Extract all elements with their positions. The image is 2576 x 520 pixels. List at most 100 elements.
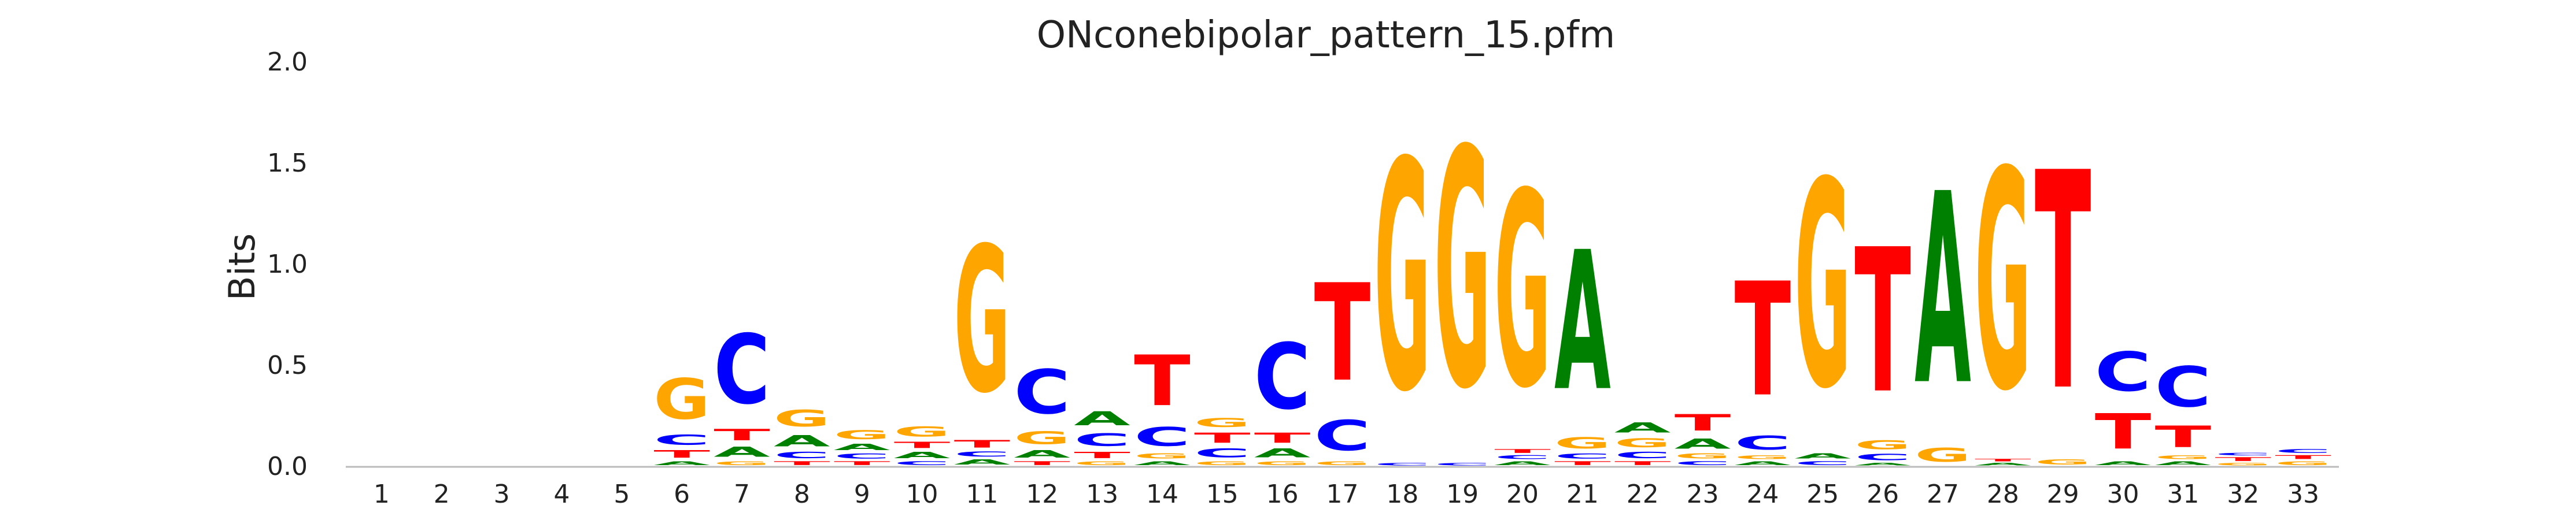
x-tick-label: 31 <box>2167 480 2199 509</box>
logo-letter-G: G <box>1735 454 1791 460</box>
x-tick-label: 6 <box>674 480 690 509</box>
logo-letter-C: C <box>653 432 710 448</box>
logo-letter-T: T <box>834 460 890 466</box>
x-tick-label: 23 <box>1687 480 1719 509</box>
logo-letter-T: T <box>653 448 710 460</box>
logo-letter-T: T <box>774 460 830 466</box>
x-tick-label: 5 <box>613 480 630 509</box>
logo-letter-A: A <box>714 444 770 460</box>
logo-letter-C: C <box>714 315 770 426</box>
logo-letter-G: G <box>834 428 890 442</box>
y-tick-label: 0.5 <box>267 351 308 380</box>
logo-letter-C: C <box>834 452 890 460</box>
logo-letter-T: T <box>1314 256 1371 411</box>
logo-letter-A: A <box>834 442 890 452</box>
logo-letter-G: G <box>954 205 1011 437</box>
logo-letter-A: A <box>1735 460 1791 466</box>
logo-letter-C: C <box>1675 460 1731 466</box>
logo-letter-C: C <box>1314 412 1371 460</box>
logo-letter-G: G <box>1975 107 2031 457</box>
logo-letter-T: T <box>1614 460 1671 466</box>
x-tick-label: 32 <box>2227 480 2259 509</box>
logo-letter-T: T <box>1675 410 1731 436</box>
logo-letter-T: T <box>1854 206 1911 437</box>
logo-letter-G: G <box>2155 454 2212 460</box>
logo-letter-T: T <box>714 426 770 444</box>
logo-letter-G: G <box>1074 460 1130 466</box>
x-tick-label: 10 <box>906 480 938 509</box>
logo-letter-G: G <box>1014 428 1070 448</box>
logo-letter-T: T <box>1194 430 1251 446</box>
logo-letter-A: A <box>1975 462 2031 466</box>
y-tick-label: 2.0 <box>267 47 308 77</box>
x-tick-label: 27 <box>1927 480 1959 509</box>
y-axis: 0.0 0.5 1.0 1.5 2.0 <box>267 47 308 481</box>
logo-letter-C: C <box>2095 341 2152 404</box>
logo-stacks: ATCGGATCTCAGTCAGCATGACTGTAGCGTCAAGCTGCTG… <box>653 81 2331 466</box>
x-tick-label: 2 <box>434 480 450 509</box>
logo-letter-A: A <box>954 458 1011 466</box>
logo-letter-T: T <box>2155 420 2212 454</box>
logo-letter-T: T <box>1975 458 2031 462</box>
logo-letter-A: A <box>653 460 710 466</box>
x-tick-label: 11 <box>966 480 998 509</box>
logo-letter-G: G <box>1434 81 1491 461</box>
logo-letter-A: A <box>1794 452 1851 460</box>
logo-letter-A: A <box>1134 460 1191 466</box>
logo-letter-C: C <box>1074 430 1130 450</box>
logo-letter-A: A <box>1254 446 1311 460</box>
x-tick-label: 4 <box>553 480 570 509</box>
logo-letter-T: T <box>2035 110 2091 458</box>
logo-letter-C: C <box>2275 448 2331 454</box>
logo-letter-A: A <box>1074 407 1130 430</box>
logo-letter-T: T <box>894 440 951 450</box>
logo-letter-C: C <box>774 450 830 460</box>
x-tick-label: 21 <box>1566 480 1599 509</box>
logo-letter-C: C <box>1854 452 1911 462</box>
logo-letter-C: C <box>1614 450 1671 460</box>
logo-letter-G: G <box>1675 452 1731 460</box>
logo-letter-A: A <box>1675 436 1731 452</box>
logo-letter-G: G <box>2035 458 2091 466</box>
logo-letter-A: A <box>1614 420 1671 436</box>
logo-letter-C: C <box>1254 325 1311 430</box>
x-tick-label: 14 <box>1146 480 1178 509</box>
x-tick-label: 19 <box>1446 480 1479 509</box>
logo-letter-G: G <box>894 424 951 440</box>
x-tick-label: 20 <box>1506 480 1539 509</box>
x-tick-label: 3 <box>494 480 510 509</box>
x-tick-label: 30 <box>2107 480 2139 509</box>
logo-letter-C: C <box>1735 432 1791 454</box>
logo-letter-C: C <box>1494 454 1551 460</box>
logo-letter-A: A <box>2095 460 2152 466</box>
logo-letter-A: A <box>774 432 830 450</box>
logo-letter-A: A <box>2155 460 2212 466</box>
logo-letter-G: G <box>1194 416 1251 430</box>
logo-letter-C: C <box>1554 452 1611 460</box>
logo-letter-G: G <box>1254 460 1311 466</box>
x-tick-label: 17 <box>1326 480 1359 509</box>
x-tick-label: 22 <box>1627 480 1659 509</box>
x-tick-label: 13 <box>1086 480 1118 509</box>
logo-letter-T: T <box>954 438 1011 450</box>
logo-letter-G: G <box>2275 460 2331 466</box>
logo-letter-G: G <box>1915 444 1971 466</box>
x-axis: 1 2 3 4 5 6 7 8 9 10 11 12 13 14 15 16 17 18 19 20 21 22 23 24 2… <box>374 480 2319 509</box>
logo-letter-C: C <box>2215 452 2271 456</box>
x-tick-label: 26 <box>1867 480 1899 509</box>
logo-letter-T: T <box>2095 403 2152 460</box>
x-tick-label: 15 <box>1206 480 1239 509</box>
chart-title: ONconebipolar_pattern_15.pfm <box>1037 14 1615 57</box>
logo-letter-C: C <box>2155 355 2212 420</box>
y-tick-label: 1.5 <box>267 148 308 178</box>
logo-letter-C: C <box>954 450 1011 458</box>
logo-letter-A: A <box>1854 462 1911 466</box>
x-tick-label: 25 <box>1806 480 1839 509</box>
logo-letter-C: C <box>1014 358 1070 428</box>
x-tick-label: 7 <box>734 480 750 509</box>
y-axis-label: Bits <box>221 233 263 300</box>
logo-letter-T: T <box>1554 460 1611 466</box>
logo-letter-G: G <box>2215 462 2271 466</box>
x-tick-label: 29 <box>2047 480 2079 509</box>
x-tick-label: 18 <box>1386 480 1418 509</box>
